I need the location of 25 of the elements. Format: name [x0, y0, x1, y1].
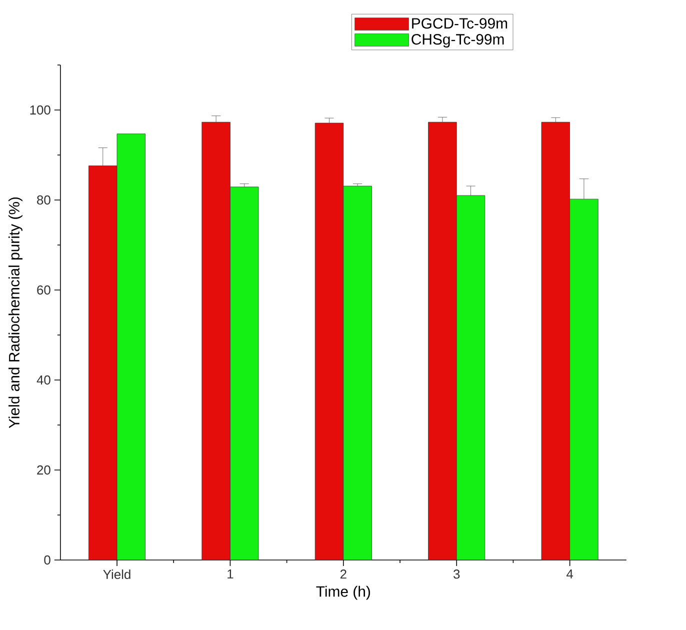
x-tick-label: 4 [566, 570, 574, 578]
bar [570, 198, 598, 560]
x-tick-label: 1 [228, 570, 234, 578]
bar [343, 186, 372, 560]
legend-label: PGCD-Tc-99m [412, 18, 508, 29]
y-tick-label: 0 [44, 555, 50, 565]
y-tick-label: 80 [37, 195, 50, 205]
y-tick-label: 40 [36, 375, 50, 385]
y-axis-title: Yield and Radiochemcial purity (%) [8, 197, 22, 428]
bar [456, 195, 486, 560]
legend-label: CHSg-Tc-99m [412, 34, 504, 48]
bar [116, 134, 146, 560]
y-tick-label: 20 [37, 465, 50, 475]
bar [314, 122, 344, 560]
y-tick-label: 100 [30, 105, 50, 115]
bar [541, 122, 570, 560]
x-tick-label: 3 [454, 570, 460, 579]
x-axis-title: Time (h) [316, 586, 370, 600]
bar [88, 166, 118, 560]
x-tick-label: Yield [103, 569, 130, 580]
bar [230, 186, 259, 560]
bar [428, 122, 457, 560]
x-tick-label: 2 [340, 570, 346, 579]
bar [202, 122, 230, 560]
y-tick-label: 60 [37, 285, 50, 295]
